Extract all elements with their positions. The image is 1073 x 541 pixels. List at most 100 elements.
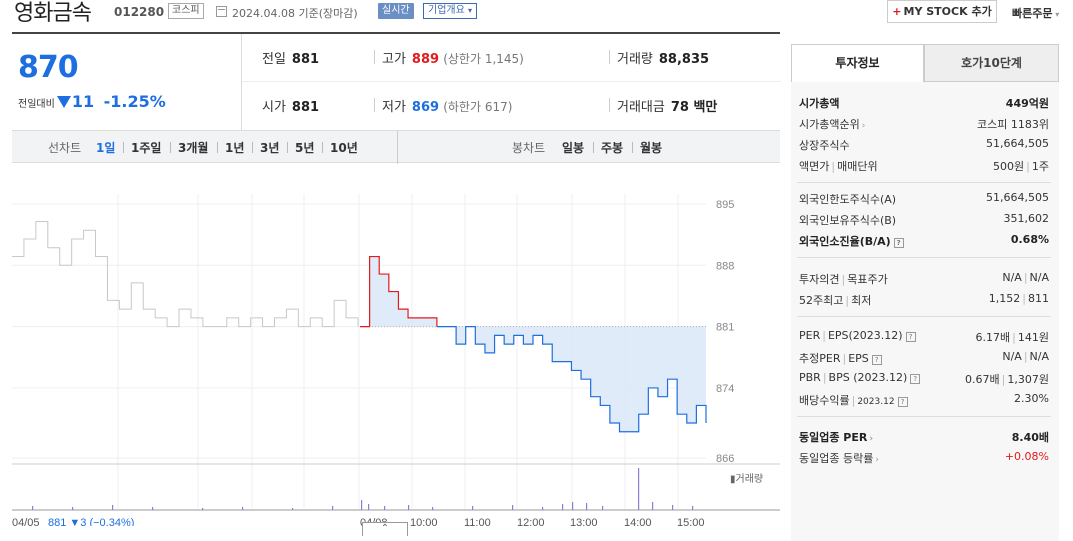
help-icon[interactable]: ? — [893, 238, 904, 248]
today-up-line — [360, 255, 438, 328]
invest-row-label: 시가총액 — [799, 95, 839, 111]
divider: | — [822, 371, 827, 384]
tab-invest-info[interactable]: 투자정보 — [791, 44, 924, 82]
quick-order-button[interactable]: 빠른주문 ▾ — [1012, 5, 1059, 21]
invest-row: 동일업종 등락률 › +0.08% — [797, 447, 1051, 468]
invest-row: 액면가 | 매매단위 500원 | 1주 — [797, 155, 1051, 176]
divider: | — [842, 352, 847, 365]
low-price: 저가 869 (하한가 617) — [382, 96, 512, 115]
help-icon[interactable]: ? — [871, 355, 882, 365]
invest-row-label: 투자의견 | 목표주가 — [799, 271, 888, 287]
divider — [170, 142, 171, 153]
calendar-icon — [216, 6, 227, 17]
date-text: 2024.04.08 기준(장마감) — [232, 7, 358, 20]
x-tick-label: 11:00 — [464, 517, 491, 526]
invest-row: 외국인소진율(B/A)? 0.68% — [797, 230, 1051, 251]
volume-bar — [692, 506, 694, 510]
invest-row: PBR | BPS (2023.12)? 0.67배 | 1,307원 — [797, 368, 1051, 389]
company-overview-button[interactable]: 기업개요 ▾ — [423, 3, 478, 19]
invest-row-value-2: N/A — [1029, 350, 1049, 363]
volume-label: 거래량 — [617, 52, 653, 67]
tab-10y[interactable]: 10년 — [330, 141, 358, 155]
divider: | — [1023, 350, 1028, 363]
add-my-stock-button[interactable]: + MY STOCK 추가 — [887, 0, 997, 23]
line-chart-label: 선차트 — [48, 141, 82, 155]
tab-daily-candle[interactable]: 일봉 — [562, 141, 585, 155]
divider — [252, 142, 253, 153]
tab-1w[interactable]: 1주일 — [131, 141, 162, 155]
invest-row-label-2: 2023.12 — [857, 397, 895, 407]
invest-row: 시가총액순위 › 코스피 1183위 — [797, 113, 1051, 134]
prev-day-change-note: 881 ▼3 (−0.34%) — [48, 517, 134, 526]
price-box: 870 전일대비 11 -1.25% — [12, 34, 241, 130]
tab-3m[interactable]: 3개월 — [178, 141, 209, 155]
open-price: 시가 881 — [262, 96, 319, 115]
invest-row-label: PBR | BPS (2023.12)? — [799, 371, 921, 384]
tab-weekly-candle[interactable]: 주봉 — [601, 141, 624, 155]
invest-row: 동일업종 PER › 8.40배 — [797, 426, 1051, 447]
invest-row: 외국인보유주식수(B) 351,602 — [797, 209, 1051, 230]
change-value: 11 — [71, 92, 95, 111]
divider: | — [1023, 271, 1028, 284]
tab-orderbook-10[interactable]: 호가10단계 — [924, 44, 1059, 82]
below-baseline-fill — [360, 256, 706, 432]
divider: | — [841, 273, 846, 286]
expand-chart-button[interactable]: ⌃ — [362, 522, 408, 536]
divider — [593, 142, 594, 153]
invest-row: 외국인한도주식수(A) 51,664,505 — [797, 188, 1051, 209]
open-value: 881 — [291, 100, 320, 115]
chevron-right-icon[interactable]: › — [869, 434, 874, 444]
invest-row-value-text: N/A — [1002, 271, 1022, 284]
invest-row: PER | EPS(2023.12)? 6.17배 | 141원 — [797, 326, 1051, 347]
invest-row-value: 1,152 | 811 — [989, 292, 1049, 305]
tab-3y[interactable]: 3년 — [260, 141, 280, 155]
change-percent: -1.25% — [103, 92, 166, 111]
invest-row-value-text: 0.68% — [1010, 233, 1049, 246]
invest-row-value: N/A | N/A — [1002, 350, 1049, 363]
price-change: 전일대비 11 -1.25% — [18, 92, 166, 111]
divider — [397, 131, 398, 164]
chart-tab-bar: 선차트 1일 1주일 3개월 1년 3년 5년 10년 봉차트 일봉 주봉 월봉 — [12, 130, 780, 164]
help-icon[interactable]: ? — [897, 397, 908, 407]
volume-label: ▮거래량 — [730, 473, 763, 485]
invest-row-value-text: +0.08% — [1004, 450, 1049, 463]
invest-row-label: 동일업종 등락률 › — [799, 450, 879, 466]
chevron-right-icon[interactable]: › — [875, 455, 879, 465]
invest-row-value-text: 8.40배 — [1011, 431, 1049, 444]
help-icon[interactable]: ? — [905, 332, 916, 342]
invest-row-label: 외국인한도주식수(A) — [799, 191, 896, 207]
volume-bar — [638, 468, 640, 510]
tab-1y[interactable]: 1년 — [225, 141, 245, 155]
invest-row-value: 0.67배 | 1,307원 — [965, 371, 1049, 387]
chevron-up-icon: ⌃ — [380, 523, 390, 534]
invest-row-label: 52주최고 | 최저 — [799, 292, 871, 308]
invest-row-value-2: 141원 — [1017, 331, 1049, 344]
tab-1d[interactable]: 1일 — [96, 141, 116, 155]
volume-bar — [472, 506, 474, 510]
invest-row: 52주최고 | 최저 1,152 | 811 — [797, 289, 1051, 310]
y-tick-label: 874 — [716, 383, 734, 395]
volume-bar — [586, 503, 588, 510]
divider — [287, 142, 288, 153]
volume-bar — [361, 500, 363, 510]
invest-row-label: 상장주식수 — [799, 137, 850, 153]
tab-monthly-candle[interactable]: 월봉 — [640, 141, 663, 155]
volume-bar — [562, 504, 564, 510]
invest-row-label-text: PBR — [799, 371, 821, 384]
invest-row-value: 8.40배 — [1012, 429, 1049, 445]
quick-order-label: 빠른주문 — [1012, 7, 1053, 20]
divider: | — [1026, 160, 1030, 173]
down-arrow-icon — [56, 96, 71, 108]
volume-bar — [512, 505, 514, 510]
help-icon[interactable]: ? — [910, 374, 921, 384]
invest-row-value-text: 500원 — [993, 160, 1025, 173]
invest-row-label-text: 외국인소진율(B/A) — [799, 235, 891, 248]
volume-bar — [112, 505, 114, 510]
volume-value: 88,835 — [658, 52, 710, 67]
chevron-right-icon[interactable]: › — [861, 121, 866, 131]
realtime-button[interactable]: 실시간 — [378, 3, 414, 19]
invest-row-label-text: 동일업종 등락률 — [799, 452, 874, 465]
tab-5y[interactable]: 5년 — [295, 141, 315, 155]
divider — [322, 142, 323, 153]
invest-row-value: 351,602 — [1004, 212, 1050, 225]
